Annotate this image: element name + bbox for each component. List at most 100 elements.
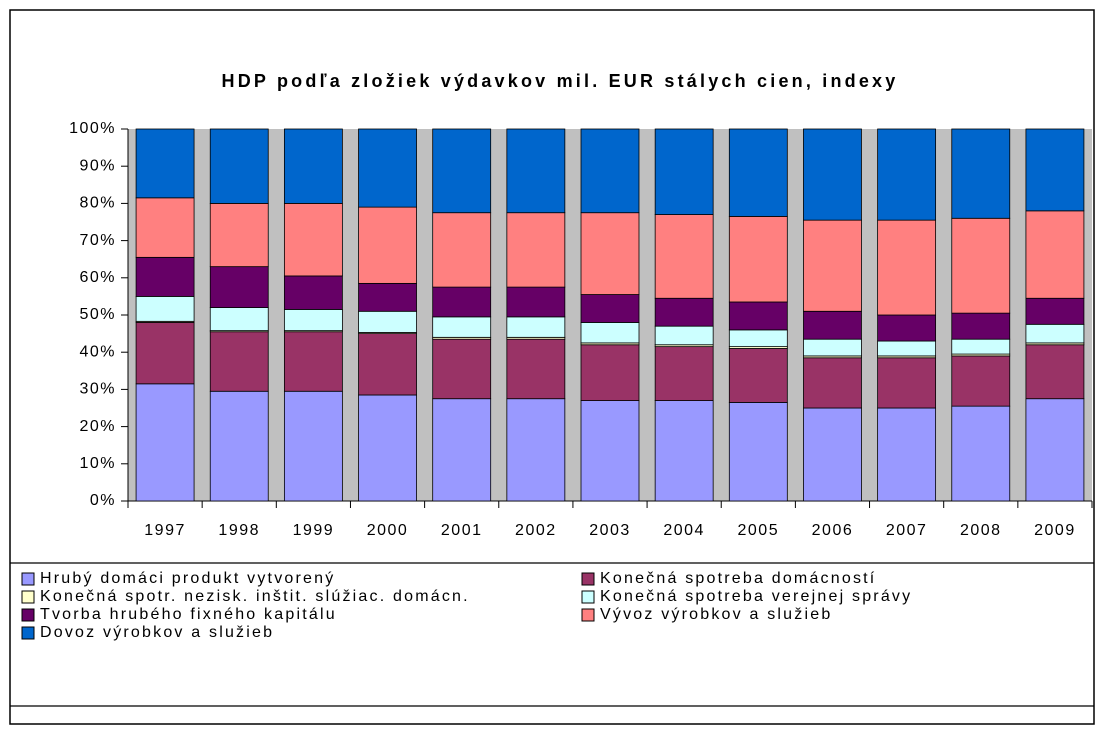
- bar-segment: [803, 219, 862, 312]
- bar-segment: [654, 346, 714, 401]
- y-tick-label: 70%: [79, 232, 116, 249]
- bar-segment: [654, 128, 714, 215]
- bar-segment: [728, 402, 788, 502]
- legend-swatch: [581, 572, 595, 586]
- bar-segment: [209, 331, 269, 392]
- y-tick-label: 0%: [90, 492, 116, 509]
- bar-segment: [358, 333, 417, 396]
- bar-segment: [877, 357, 937, 409]
- bar-segment: [877, 219, 937, 316]
- y-tick-label: 90%: [79, 157, 116, 174]
- bar-segment: [283, 309, 343, 332]
- bar-segment: [803, 338, 862, 357]
- x-tick-label: 1998: [218, 522, 260, 539]
- legend-swatch: [21, 626, 35, 640]
- bar-segment: [580, 400, 640, 502]
- bar-segment: [432, 128, 492, 214]
- bar-segment: [358, 394, 417, 502]
- legend-label: Konečná spotreba domácností: [600, 570, 876, 587]
- legend-label: Tvorba hrubého fixného kapitálu: [40, 606, 337, 623]
- bar-segment: [877, 407, 937, 502]
- bar-segment: [951, 338, 1011, 355]
- bar-segment: [506, 128, 566, 214]
- bar-segment: [580, 344, 640, 401]
- bar-segment: [1025, 128, 1085, 212]
- bar-segment: [506, 316, 566, 338]
- bar-segment: [283, 390, 343, 502]
- bar-segment: [432, 338, 492, 400]
- bar-segment: [1025, 297, 1085, 325]
- bar-segment: [506, 338, 566, 400]
- bar-segment: [135, 197, 195, 258]
- bar-segment: [209, 307, 269, 332]
- legend-label: Hrubý domáci produkt vytvorený: [40, 570, 335, 587]
- legend-label: Konečná spotr. nezisk. inštit. slúžiac. …: [40, 588, 470, 605]
- bar-segment: [135, 256, 195, 297]
- y-tick-label: 50%: [79, 306, 116, 323]
- legend-swatch: [21, 608, 35, 622]
- bar-segment: [728, 128, 788, 217]
- bar-segment: [506, 398, 566, 502]
- bar-segment: [283, 202, 343, 277]
- bar-segment: [135, 383, 195, 502]
- bar-segment: [135, 295, 195, 322]
- legend-label: Dovoz výrobkov a služieb: [40, 624, 274, 641]
- bar-segment: [728, 301, 788, 331]
- bar-segment: [580, 322, 640, 344]
- y-tick-label: 60%: [79, 269, 116, 286]
- bar-segment: [283, 331, 343, 392]
- bar-segment: [432, 212, 492, 288]
- legend-swatch: [21, 590, 35, 604]
- bar-segment: [728, 348, 788, 403]
- x-tick-label: 1997: [144, 522, 186, 539]
- bar-segment: [1025, 344, 1085, 400]
- bar-segment: [951, 355, 1011, 407]
- x-tick-label: 2008: [960, 522, 1002, 539]
- bar-segment: [135, 128, 195, 199]
- bar-segment: [728, 216, 788, 303]
- legend-label: Konečná spotreba verejnej správy: [600, 588, 912, 605]
- bar-segment: [209, 202, 269, 268]
- bar-segment: [654, 325, 714, 346]
- bar-segment: [580, 128, 640, 214]
- x-tick-label: 1999: [293, 522, 335, 539]
- bar-segment: [654, 297, 714, 327]
- y-tick-label: 80%: [79, 195, 116, 212]
- bar-segment: [654, 214, 714, 299]
- chart-title: HDP podľa zložiek výdavkov mil. EUR stál…: [222, 71, 899, 91]
- x-tick-label: 2001: [441, 522, 483, 539]
- legend-swatch: [21, 572, 35, 586]
- x-tick-label: 2002: [515, 522, 557, 539]
- x-tick-label: 2000: [367, 522, 409, 539]
- bar-segment: [877, 340, 937, 357]
- x-tick-label: 2003: [589, 522, 631, 539]
- bar-segment: [209, 390, 269, 502]
- bar-segment: [135, 322, 195, 385]
- bar-segment: [432, 286, 492, 318]
- bar-segment: [803, 128, 862, 221]
- y-tick-label: 10%: [79, 455, 116, 472]
- bar-segment: [432, 398, 492, 502]
- bar-segment: [803, 310, 862, 340]
- bar-segment: [209, 128, 269, 204]
- y-tick-label: 100%: [69, 120, 116, 137]
- y-tick-label: 20%: [79, 418, 116, 435]
- bar-segment: [877, 128, 937, 221]
- x-tick-label: 2006: [812, 522, 854, 539]
- legend-swatch: [581, 590, 595, 604]
- bar-segment: [951, 128, 1011, 219]
- bar-segment: [951, 312, 1011, 340]
- bar-segment: [654, 400, 714, 502]
- x-tick-label: 2009: [1034, 522, 1076, 539]
- bar-segment: [1025, 210, 1085, 299]
- legend-swatch: [581, 608, 595, 622]
- y-tick-label: 40%: [79, 343, 116, 360]
- bar-segment: [1025, 323, 1085, 344]
- bar-segment: [951, 405, 1011, 502]
- x-tick-label: 2004: [663, 522, 705, 539]
- bar-segment: [358, 310, 417, 333]
- bar-segment: [1025, 398, 1085, 502]
- bar-segment: [358, 206, 417, 284]
- bar-segment: [728, 329, 788, 348]
- bar-segment: [580, 212, 640, 295]
